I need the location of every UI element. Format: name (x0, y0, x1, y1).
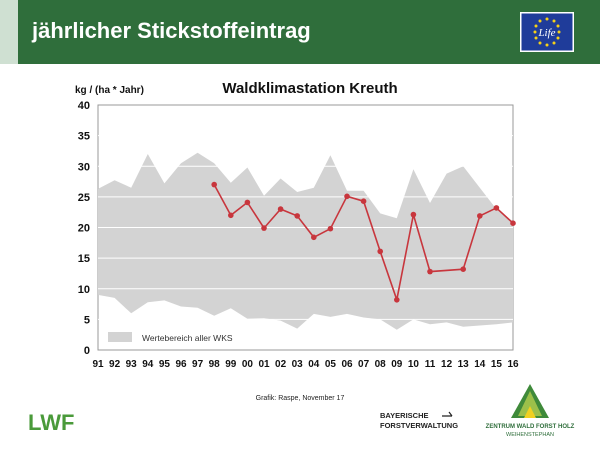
x-tick-label: 05 (325, 359, 337, 370)
x-tick-label: 16 (507, 359, 519, 370)
data-point (493, 205, 500, 211)
y-tick-label: 35 (78, 131, 90, 143)
data-point (410, 211, 417, 218)
data-point (311, 234, 317, 241)
x-tick-label: 14 (474, 359, 486, 370)
legend-label: Wertebereich aller WKS (142, 333, 233, 343)
x-tick-label: 09 (391, 359, 403, 370)
data-point (377, 248, 384, 255)
eu-logo-text: Life (537, 27, 555, 39)
data-point (510, 220, 516, 226)
data-point (211, 181, 217, 188)
chart-title: Waldklimastation Kreuth (222, 80, 397, 97)
lwf-logo: LWF (28, 410, 74, 435)
x-tick-label: 95 (159, 359, 171, 370)
x-tick-label: 01 (258, 359, 270, 370)
header-accent-strip (0, 0, 18, 64)
zentrum-logo-line2: WEIHENSTEPHAN (506, 432, 554, 438)
data-point (427, 268, 433, 275)
y-tick-label: 20 (78, 223, 90, 235)
bayern-forstverwaltung-logo: BAYERISCHE FORSTVERWALTUNG (380, 411, 458, 430)
data-point (228, 212, 234, 219)
data-point (327, 225, 334, 232)
zentrum-logo-tree-inner (518, 391, 542, 416)
zentrum-logo-accent (524, 406, 536, 418)
bayern-logo-line1: BAYERISCHE (380, 411, 429, 420)
x-tick-label: 11 (425, 359, 436, 370)
x-tick-label: 03 (292, 359, 304, 370)
x-tick-label: 93 (126, 359, 138, 370)
y-tick-label: 10 (78, 284, 90, 296)
x-tick-label: 13 (458, 359, 470, 370)
data-point (294, 213, 301, 219)
y-tick-label: 30 (78, 161, 90, 173)
data-point (360, 198, 367, 204)
x-tick-label: 04 (308, 359, 320, 370)
data-point (277, 206, 284, 212)
zentrum-logo-line1: ZENTRUM WALD FORST HOLZ (486, 424, 575, 430)
chart: kg / (ha * Jahr) Waldklimastation Kreuth… (75, 80, 519, 370)
x-tick-label: 94 (142, 359, 154, 370)
y-tick-label: 40 (78, 100, 90, 112)
x-tick-label: 98 (209, 359, 221, 370)
x-tick-label: 96 (175, 359, 187, 370)
x-tick-label: 10 (408, 359, 420, 370)
bayern-logo-mark (442, 411, 453, 417)
y-axis-label: kg / (ha * Jahr) (75, 85, 144, 96)
data-point (460, 266, 467, 272)
y-tick-labels: 0 5 10 15 20 25 30 35 40 (78, 100, 90, 357)
x-tick-label: 15 (491, 359, 503, 370)
x-tick-label: 08 (375, 359, 387, 370)
y-tick-label: 5 (84, 314, 90, 326)
series-line (213, 184, 514, 303)
page-title: jährlicher Stickstoffeintrag (32, 18, 311, 43)
x-tick-label: 00 (242, 359, 254, 370)
bayern-logo-line2: FORSTVERWALTUNG (380, 421, 458, 430)
y-tick-label: 15 (78, 253, 90, 265)
data-point (244, 199, 251, 206)
x-tick-label: 02 (275, 359, 287, 370)
y-tick-label: 25 (78, 192, 90, 204)
header-bar: jährlicher Stickstoffeintrag Life (0, 0, 600, 64)
zentrum-wald-forst-holz-logo: ZENTRUM WALD FORST HOLZ WEIHENSTEPHAN (486, 384, 575, 438)
x-tick-label: 92 (109, 359, 121, 370)
x-tick-label: 06 (341, 359, 353, 370)
data-point (261, 225, 267, 231)
data-point (344, 193, 350, 200)
eu-life-logo: Life (520, 12, 574, 52)
x-tick-label: 91 (92, 359, 104, 370)
lwf-logo-text: LWF (28, 410, 74, 435)
x-tick-label: 97 (192, 359, 204, 370)
x-tick-labels: 91 92 93 94 95 96 97 98 99 00 01 02 03 04 05 06 07 08 09 10… (92, 359, 519, 370)
x-tick-label: 12 (441, 359, 453, 370)
data-point (477, 213, 483, 219)
data-point (394, 297, 400, 303)
credit-text: Grafik: Raspe, November 17 (255, 395, 345, 402)
x-tick-label: 07 (358, 359, 370, 370)
legend-swatch (108, 332, 132, 342)
x-tick-label: 99 (225, 359, 237, 370)
series-layer (211, 181, 516, 303)
y-tick-label: 0 (84, 345, 90, 357)
